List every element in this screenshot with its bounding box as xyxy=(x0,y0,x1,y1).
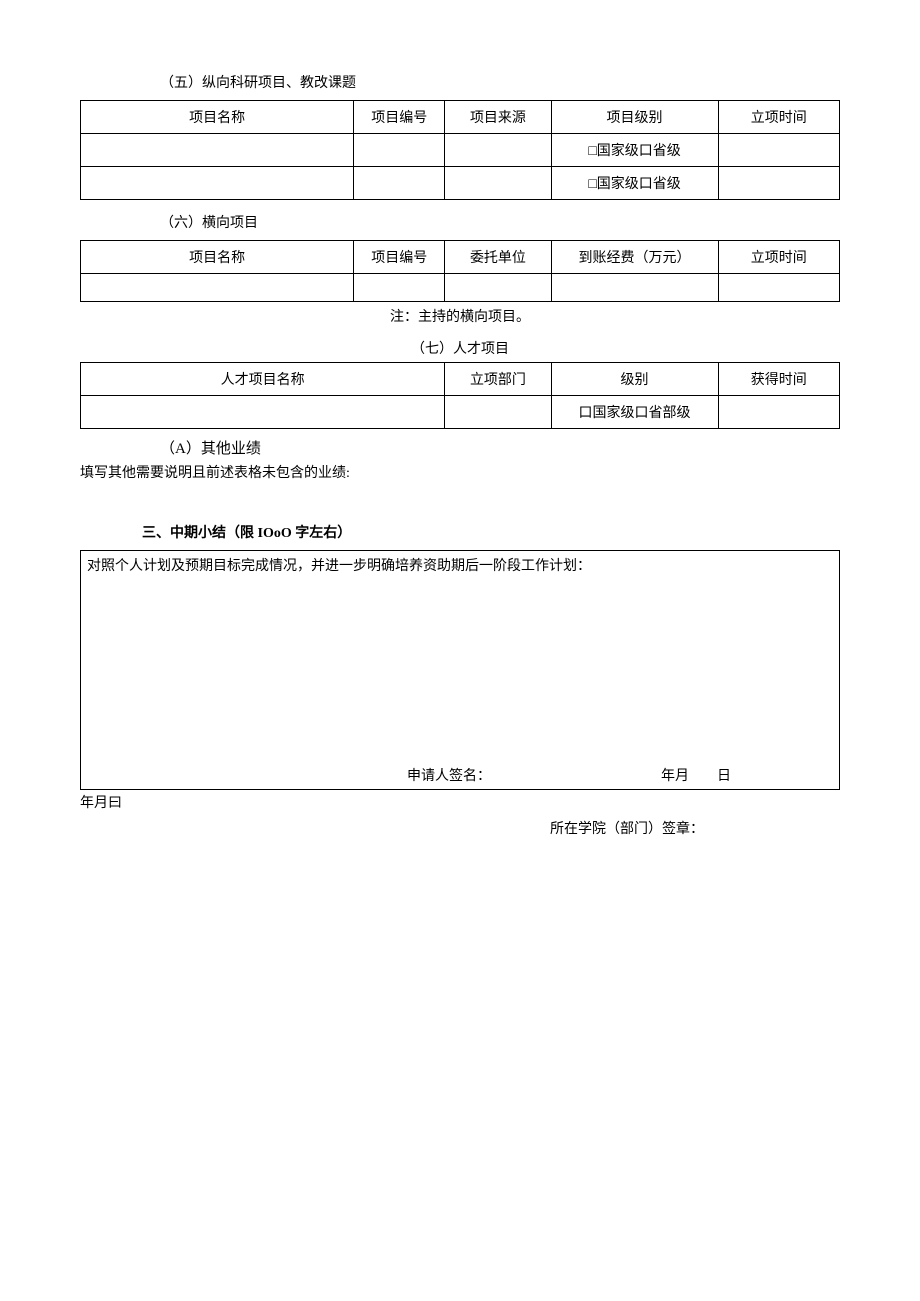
section-5-table: 项目名称 项目编号 项目来源 项目级别 立项时间 □国家级口省级 □国家级口省级 xyxy=(80,100,840,200)
col-header: 项目来源 xyxy=(445,101,551,134)
cell[interactable] xyxy=(445,134,551,167)
year-label: 年 xyxy=(661,769,675,784)
table-row: □国家级口省级 xyxy=(81,167,840,200)
col-header: 立项部门 xyxy=(445,363,551,396)
cell[interactable]: 口国家级口省部级 xyxy=(551,396,718,429)
table-header-row: 项目名称 项目编号 委托单位 到账经费（万元） 立项时间 xyxy=(81,241,840,274)
cell[interactable] xyxy=(81,396,445,429)
section-3-title: 三、中期小结（限 IOoO 字左右） xyxy=(142,522,840,542)
month-label: 月 xyxy=(675,769,689,784)
section-7-title: （七）人才项目 xyxy=(80,338,840,358)
summary-footer: 申请人签名： 年月 日 xyxy=(81,761,839,789)
gap xyxy=(689,769,717,784)
summary-box: 对照个人计划及预期目标完成情况，并进一步明确培养资助期后一阶段工作计划： 申请人… xyxy=(80,550,840,790)
cell[interactable] xyxy=(81,134,354,167)
dept-sign-row: 所在学院（部门）签章： xyxy=(80,818,840,838)
col-header: 到账经费（万元） xyxy=(551,241,718,274)
day-label: 日 xyxy=(717,769,731,784)
table-row: 口国家级口省部级 xyxy=(81,396,840,429)
table-header-row: 人才项目名称 立项部门 级别 获得时间 xyxy=(81,363,840,396)
col-header: 立项时间 xyxy=(718,101,839,134)
col-header: 获得时间 xyxy=(718,363,839,396)
col-header: 项目名称 xyxy=(81,241,354,274)
table-header-row: 项目名称 项目编号 项目来源 项目级别 立项时间 xyxy=(81,101,840,134)
cell[interactable] xyxy=(718,274,839,302)
date-below: 年月曰 xyxy=(80,792,840,812)
col-header: 人才项目名称 xyxy=(81,363,445,396)
section-7-table: 人才项目名称 立项部门 级别 获得时间 口国家级口省部级 xyxy=(80,362,840,429)
col-header: 立项时间 xyxy=(718,241,839,274)
cell[interactable]: □国家级口省级 xyxy=(551,134,718,167)
cell[interactable] xyxy=(551,274,718,302)
section-6-note: 注：主持的横向项目。 xyxy=(80,306,840,326)
cell[interactable] xyxy=(81,274,354,302)
section-6-title: （六）横向项目 xyxy=(160,212,840,232)
table-row: □国家级口省级 xyxy=(81,134,840,167)
table-row xyxy=(81,274,840,302)
col-header: 项目编号 xyxy=(354,101,445,134)
cell[interactable] xyxy=(718,134,839,167)
cell[interactable] xyxy=(718,167,839,200)
cell[interactable] xyxy=(445,396,551,429)
col-header: 项目编号 xyxy=(354,241,445,274)
cell[interactable] xyxy=(445,167,551,200)
section-a-title: （A）其他业绩 xyxy=(160,437,840,458)
cell[interactable] xyxy=(445,274,551,302)
section-5-title: （五）纵向科研项目、教改课题 xyxy=(160,72,840,92)
col-header: 级别 xyxy=(551,363,718,396)
section-a-text: 填写其他需要说明且前述表格未包含的业绩: xyxy=(80,462,840,482)
col-header: 项目名称 xyxy=(81,101,354,134)
cell[interactable] xyxy=(81,167,354,200)
cell[interactable] xyxy=(354,167,445,200)
dept-sign-label: 所在学院（部门）签章： xyxy=(550,822,704,837)
col-header: 委托单位 xyxy=(445,241,551,274)
section-6-table: 项目名称 项目编号 委托单位 到账经费（万元） 立项时间 xyxy=(80,240,840,302)
signature-label: 申请人签名： xyxy=(407,765,661,785)
summary-prompt[interactable]: 对照个人计划及预期目标完成情况，并进一步明确培养资助期后一阶段工作计划： xyxy=(81,551,839,761)
cell[interactable] xyxy=(354,134,445,167)
col-header: 项目级别 xyxy=(551,101,718,134)
cell[interactable]: □国家级口省级 xyxy=(551,167,718,200)
cell[interactable] xyxy=(354,274,445,302)
cell[interactable] xyxy=(718,396,839,429)
signature-date: 年月 日 xyxy=(661,765,731,785)
